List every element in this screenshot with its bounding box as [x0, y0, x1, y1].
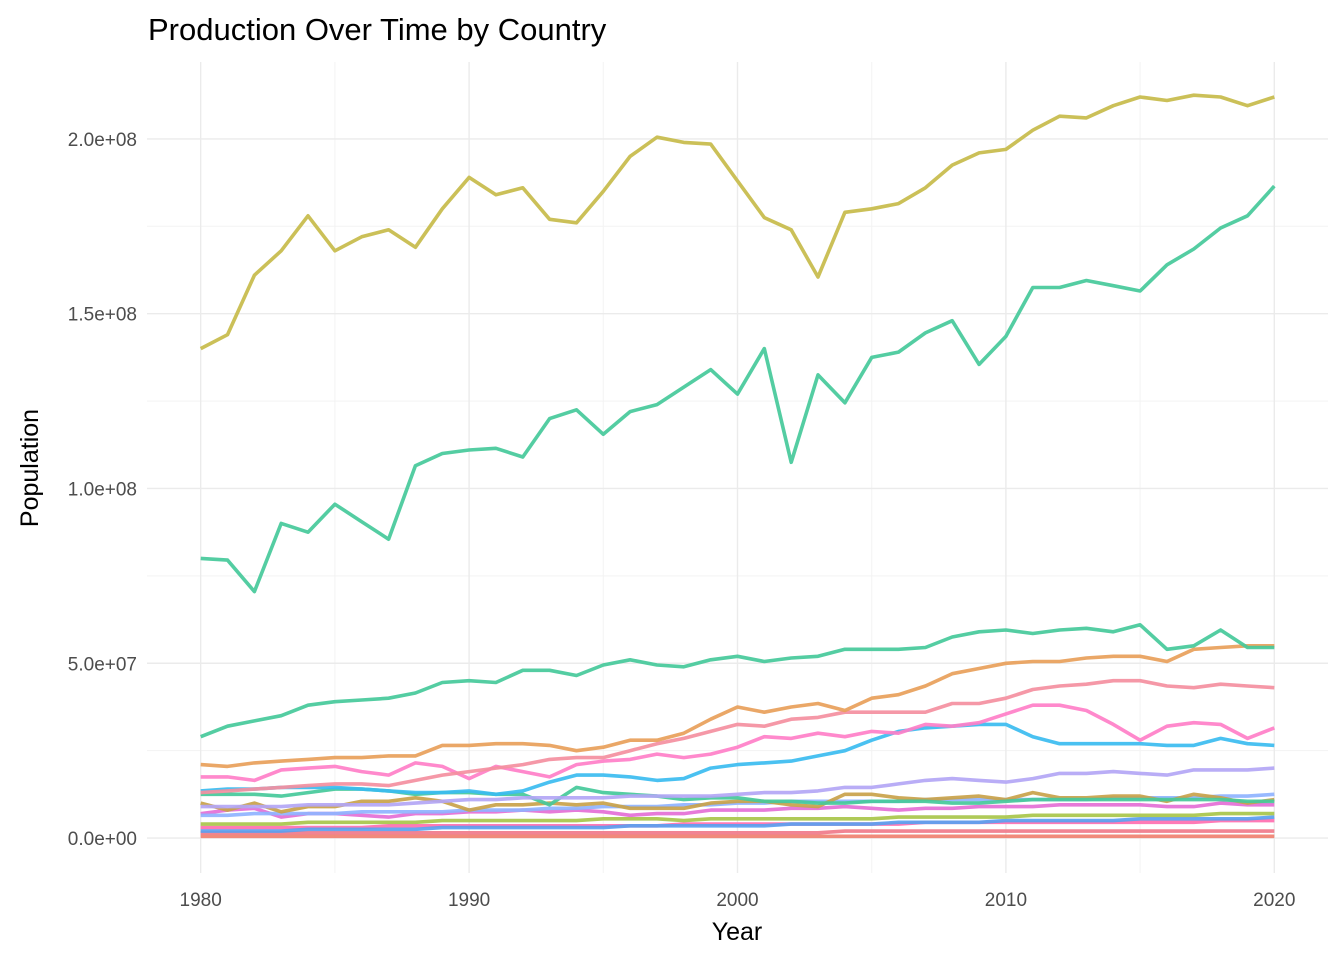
y-tick-label: 5.0e+07: [68, 654, 137, 675]
series-line-13: [200, 811, 1275, 826]
y-tick-label: 2.0e+08: [68, 130, 137, 151]
series-line-7: [200, 722, 1275, 797]
x-tick-label: 2020: [1253, 890, 1295, 911]
x-tick-label: 1980: [180, 890, 222, 911]
y-axis-tick-labels: 0.0e+00 5.0e+07 1.0e+08 1.5e+08 2.0e+08: [68, 130, 137, 850]
series-line-4: [200, 643, 1275, 769]
major-gridlines: [147, 62, 1328, 873]
series-line-8: [200, 766, 1275, 809]
y-tick-label: 0.0e+00: [68, 829, 137, 850]
y-axis-title: Population: [16, 409, 44, 527]
series-line-1: [199, 93, 1275, 351]
series-line-2: [200, 184, 1276, 594]
series-layer: [199, 93, 1276, 839]
x-tick-label: 2010: [985, 890, 1027, 911]
chart-title: Production Over Time by Country: [148, 12, 607, 47]
series-line-10: [200, 790, 1275, 814]
x-tick-label: 2000: [716, 890, 758, 911]
series-line-12: [200, 801, 1275, 819]
x-tick-label: 1990: [448, 890, 490, 911]
x-axis-title: Year: [712, 918, 763, 946]
series-line-3: [200, 622, 1275, 739]
y-tick-label: 1.5e+08: [68, 305, 137, 326]
series-line-14: [200, 815, 1275, 833]
x-axis-tick-labels: 1980 1990 2000 2010 2020: [180, 890, 1296, 911]
y-tick-label: 1.0e+08: [68, 479, 137, 500]
series-line-5: [200, 678, 1275, 795]
series-line-6: [200, 703, 1275, 783]
series-line-16: [200, 829, 1275, 835]
